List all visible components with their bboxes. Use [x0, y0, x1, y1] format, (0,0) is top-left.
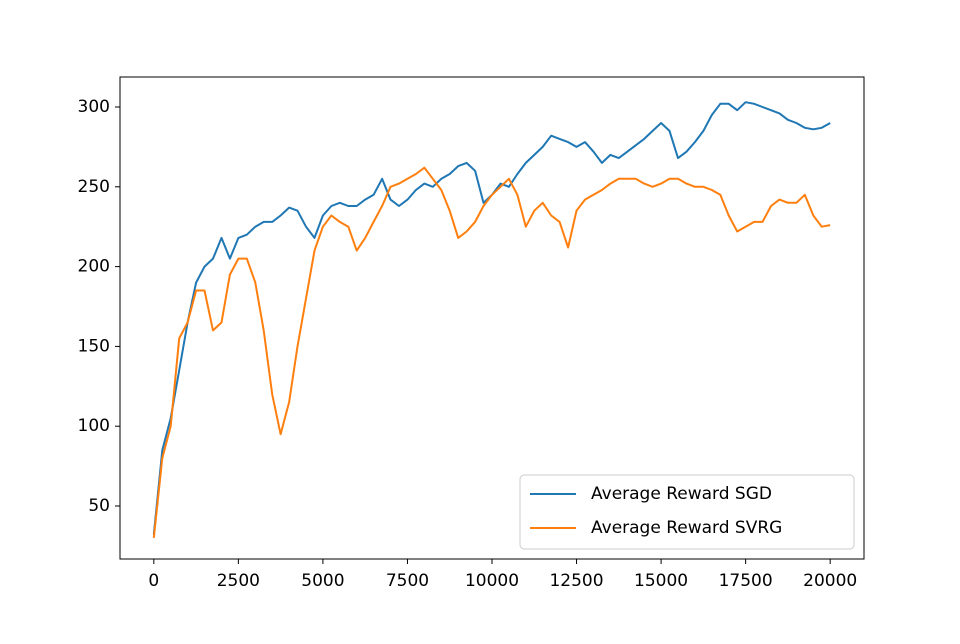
legend-label: Average Reward SVRG [591, 518, 782, 538]
x-tick-label: 0 [148, 571, 159, 591]
x-tick-label: 7500 [386, 571, 429, 591]
x-tick-label: 20000 [803, 571, 857, 591]
x-tick-label: 17500 [719, 571, 773, 591]
y-tick-label: 50 [88, 496, 110, 516]
y-tick-label: 100 [78, 416, 110, 436]
legend-label: Average Reward SGD [591, 484, 772, 504]
legend-box [519, 474, 855, 550]
plot-frame [119, 76, 865, 560]
x-tick-label: 2500 [217, 571, 260, 591]
x-tick-label: 12500 [549, 571, 603, 591]
y-tick-label: 200 [78, 257, 110, 277]
x-tick-label: 10000 [465, 571, 519, 591]
line-series [152, 166, 831, 539]
y-tick-label: 250 [78, 177, 110, 197]
y-tick-label: 300 [78, 97, 110, 117]
x-tick-label: 5000 [301, 571, 344, 591]
x-tick-label: 15000 [634, 571, 688, 591]
y-tick-label: 150 [78, 336, 110, 356]
